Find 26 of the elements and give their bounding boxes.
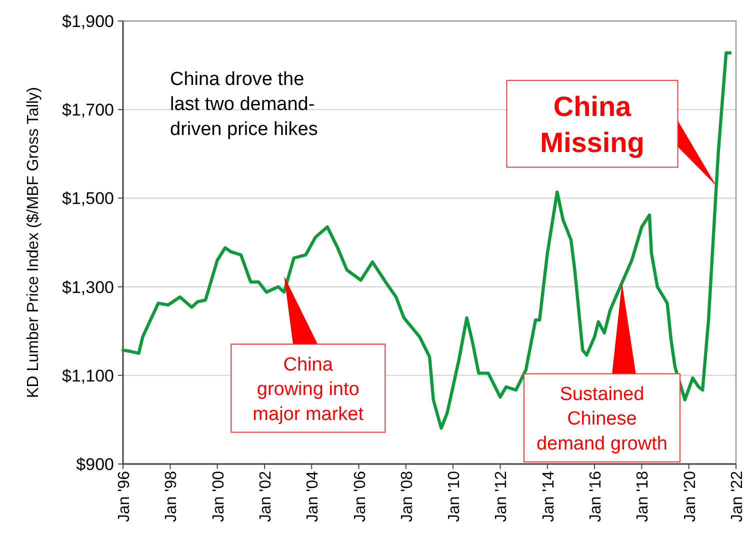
x-tick-label: Jan '06 <box>352 470 369 522</box>
x-tick-label: Jan '08 <box>398 470 416 522</box>
annotation: China drove the last two demand-driven price hikes <box>170 69 318 140</box>
x-tick-label: Jan '10 <box>446 470 464 522</box>
x-tick-label: Jan '96 <box>116 470 133 522</box>
x-tick-label: Jan '22 <box>729 470 746 522</box>
x-tick-label: Jan '12 <box>493 470 510 522</box>
x-tick-label: Jan '00 <box>210 470 228 522</box>
y-axis-title: KD Lumber Price Index ($/MBF Gross Tally) <box>25 87 42 398</box>
line-series <box>121 51 732 430</box>
y-tick-label: $1,900 <box>62 12 114 31</box>
y-tick-label: $1,700 <box>62 100 114 120</box>
y-tick-label: $1,100 <box>62 366 114 386</box>
x-tick-label: Jan '02 <box>257 470 274 522</box>
x-tick-label: Jan '14 <box>540 470 558 522</box>
y-tick-label: $900 <box>76 455 114 474</box>
x-tick-label: Jan '20 <box>682 470 699 522</box>
x-tick-label: Jan '98 <box>163 470 180 522</box>
x-tick-label: Jan '16 <box>588 470 605 522</box>
y-tick-label: $1,300 <box>62 278 114 297</box>
annotation: Sustained Chinese demand growth <box>536 384 668 454</box>
annotation: China growing into major market <box>252 354 364 425</box>
annotation: China Missing <box>540 90 644 158</box>
x-tick-label: Jan '18 <box>634 470 652 522</box>
y-tick-label: $1,500 <box>62 189 114 208</box>
x-tick-label: Jan '04 <box>304 470 322 522</box>
